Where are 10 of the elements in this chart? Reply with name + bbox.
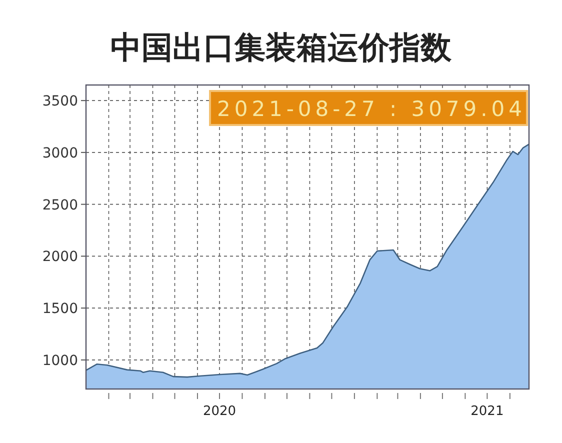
y-tick-label: 1500 <box>42 301 78 318</box>
y-tick-label: 3500 <box>42 94 78 110</box>
y-tick-label: 2000 <box>42 249 78 266</box>
y-tick-label: 1000 <box>42 352 78 369</box>
x-tick-label: 2020 <box>202 404 236 419</box>
annotation: 2021-08-27 : 3079.04 <box>217 97 522 121</box>
chart-title: 中国出口集装箱运价指数 <box>110 30 452 66</box>
x-tick-label: 2021 <box>470 404 504 419</box>
y-tick-label: 3000 <box>42 145 78 162</box>
y-tick-label: 2500 <box>42 197 78 214</box>
